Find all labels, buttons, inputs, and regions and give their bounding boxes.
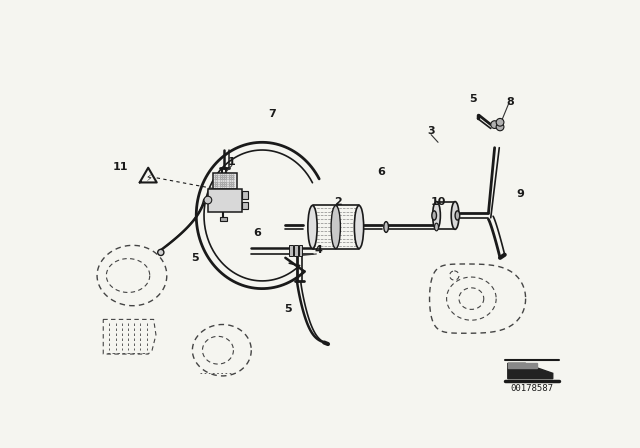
Bar <box>294 245 298 255</box>
Bar <box>213 173 237 189</box>
Ellipse shape <box>455 211 460 220</box>
Bar <box>298 245 303 255</box>
Ellipse shape <box>432 211 436 220</box>
Text: 2: 2 <box>334 197 342 207</box>
Circle shape <box>204 196 212 204</box>
Ellipse shape <box>308 206 317 249</box>
Ellipse shape <box>355 206 364 249</box>
Bar <box>242 191 248 198</box>
Circle shape <box>496 118 504 126</box>
Text: 6: 6 <box>377 167 385 177</box>
Ellipse shape <box>433 202 440 229</box>
Bar <box>220 217 227 221</box>
Circle shape <box>157 250 164 255</box>
Text: 5: 5 <box>191 253 198 263</box>
Text: ⚡: ⚡ <box>145 173 152 183</box>
Bar <box>208 189 242 211</box>
Circle shape <box>496 123 504 131</box>
Text: 1: 1 <box>228 156 236 167</box>
Text: 6: 6 <box>253 228 260 238</box>
Text: 4: 4 <box>315 245 323 255</box>
Ellipse shape <box>331 206 340 249</box>
Text: 7: 7 <box>268 109 276 119</box>
Text: 8: 8 <box>506 96 514 107</box>
Text: 5: 5 <box>469 94 477 104</box>
Text: 11: 11 <box>113 162 128 172</box>
Bar <box>289 245 293 255</box>
Circle shape <box>491 121 499 129</box>
Text: 10: 10 <box>430 197 445 207</box>
Bar <box>242 202 248 209</box>
Text: 00178587: 00178587 <box>510 384 554 393</box>
Ellipse shape <box>451 202 459 229</box>
Ellipse shape <box>435 223 438 231</box>
Ellipse shape <box>384 222 388 233</box>
Polygon shape <box>508 363 537 368</box>
Text: 5: 5 <box>284 304 291 314</box>
Polygon shape <box>508 363 553 379</box>
Text: 9: 9 <box>516 189 524 199</box>
Text: 3: 3 <box>428 126 435 136</box>
